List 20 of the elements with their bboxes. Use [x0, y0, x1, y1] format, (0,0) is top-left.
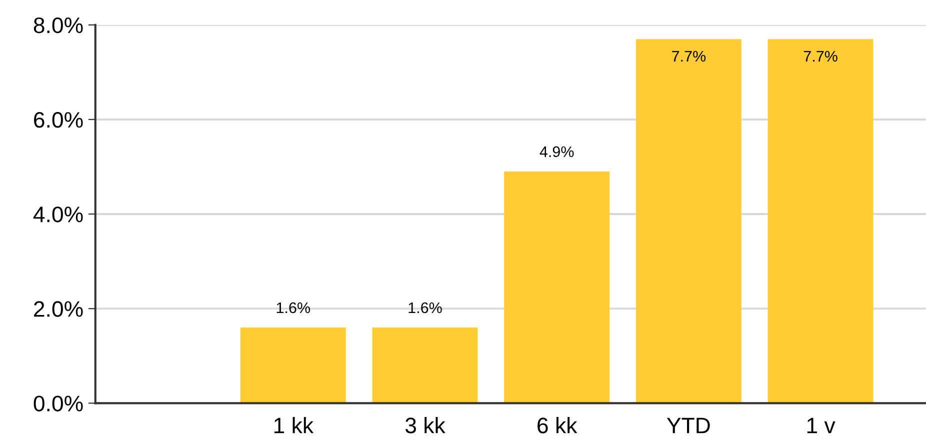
data-label: 1.6% [276, 302, 310, 314]
data-label: 7.7% [804, 50, 838, 62]
x-tick-label: 1 kk [274, 417, 314, 434]
x-tick-label: 3 kk [405, 417, 446, 434]
data-label: 7.7% [672, 50, 706, 62]
data-label: 1.6% [408, 302, 442, 314]
bar [636, 39, 742, 404]
y-tick-label: 0.0% [34, 396, 83, 412]
y-tick-label: 8.0% [34, 17, 83, 34]
y-tick-label: 2.0% [34, 301, 83, 317]
x-tick-label: YTD [666, 418, 710, 434]
bar [372, 328, 478, 404]
bar [240, 328, 346, 404]
x-tick-label: 1 v [807, 418, 836, 434]
data-label: 4.9% [540, 146, 574, 158]
x-tick-label: 6 kk [538, 417, 578, 434]
bar [504, 171, 610, 404]
bar [768, 39, 874, 404]
y-tick-label: 4.0% [33, 206, 83, 222]
y-tick-label: 6.0% [34, 112, 83, 128]
